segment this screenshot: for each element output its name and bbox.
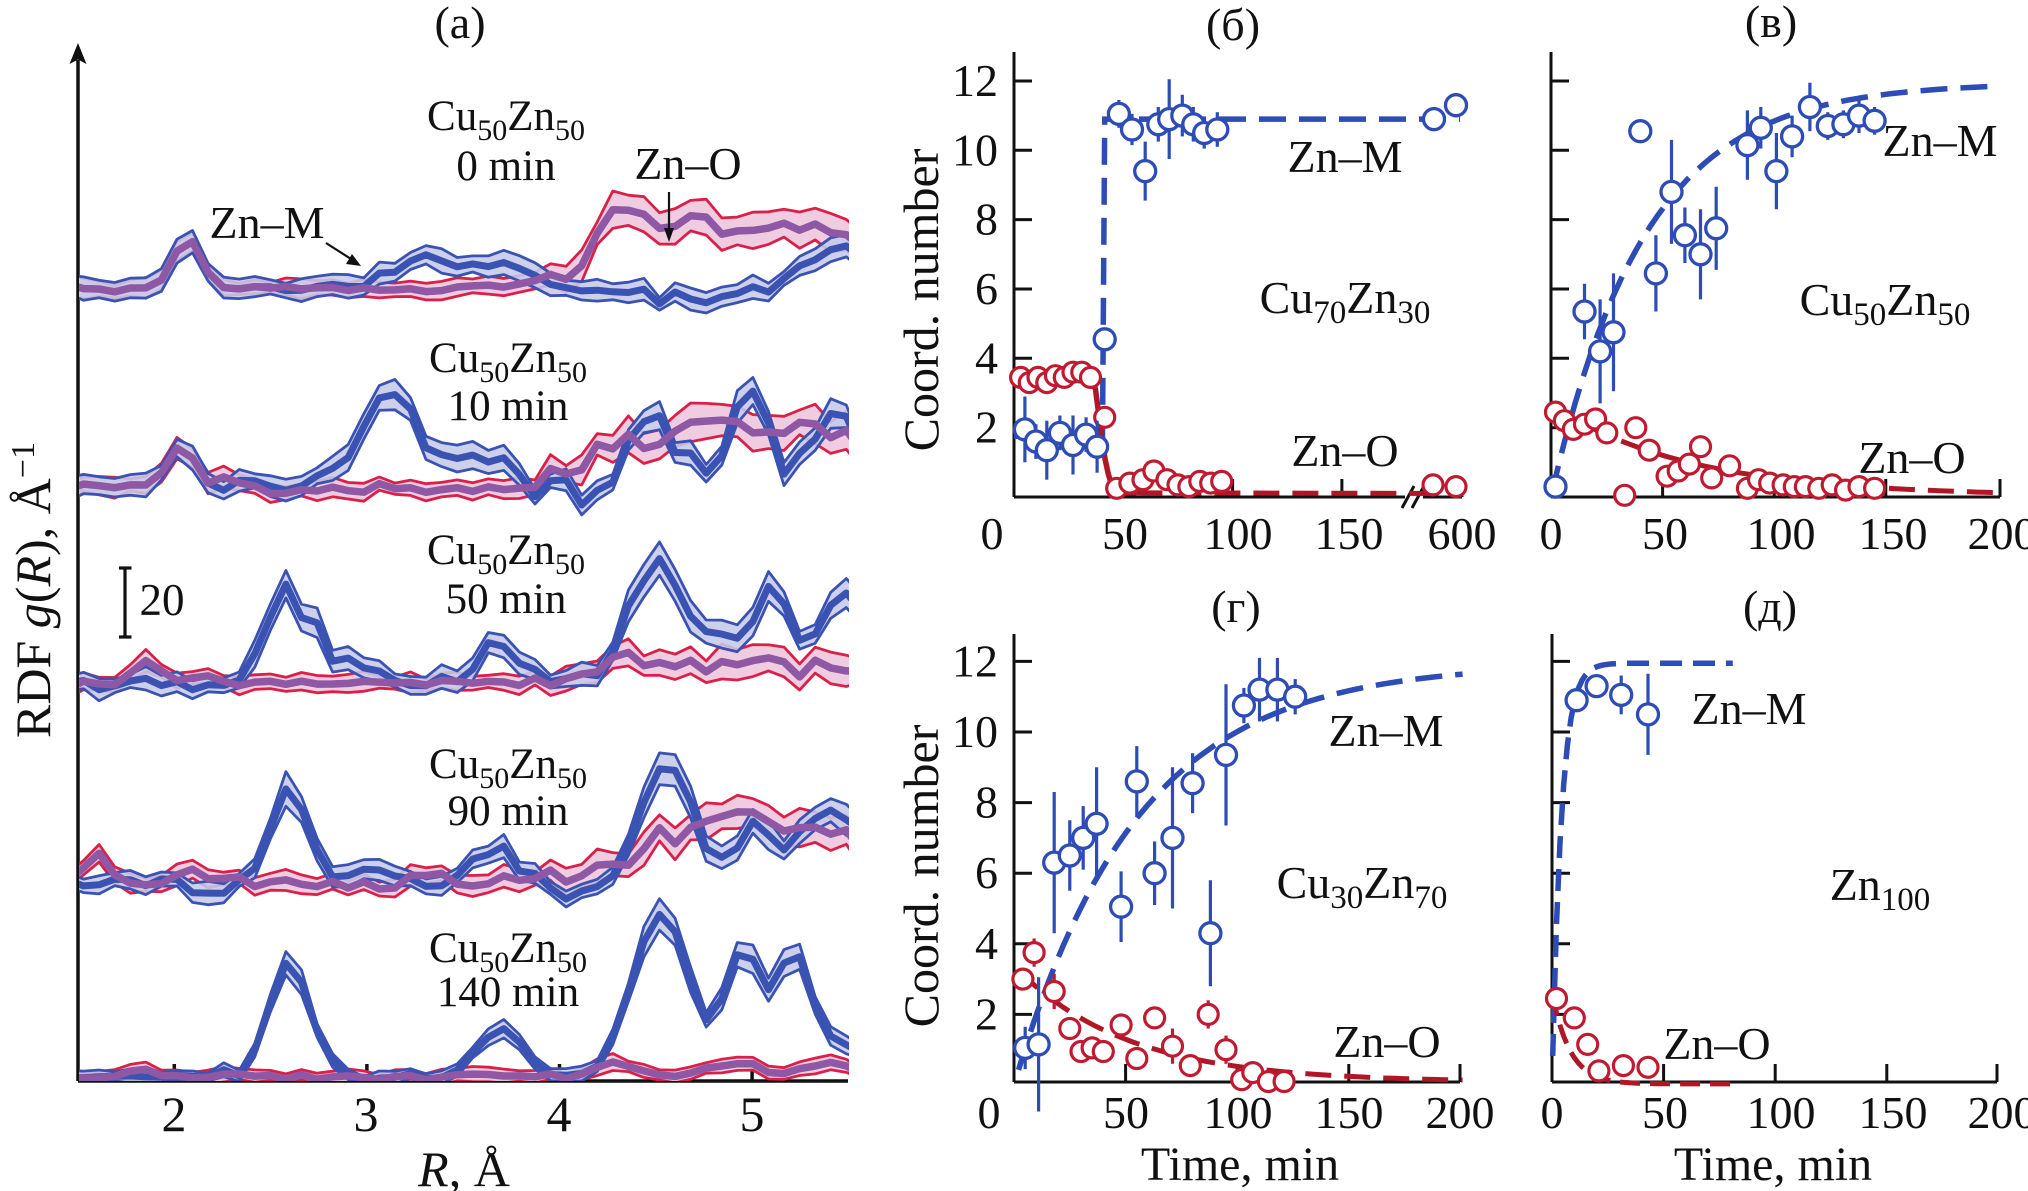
svg-text:8: 8 (975, 777, 998, 828)
svg-text:150: 150 (1315, 1087, 1384, 1138)
svg-text:100: 100 (1204, 1087, 1273, 1138)
svg-text:Zn–O: Zn–O (1291, 425, 1398, 476)
svg-text:R, Å: R, Å (417, 1141, 510, 1191)
svg-text:(г): (г) (1211, 581, 1261, 632)
svg-text:Coord. number: Coord. number (893, 148, 949, 451)
svg-text:0: 0 (1541, 1087, 1564, 1138)
svg-text:10: 10 (952, 706, 998, 757)
svg-text:4: 4 (975, 918, 998, 969)
svg-text:20: 20 (140, 575, 185, 625)
svg-text:Zn–O: Zn–O (1333, 1016, 1440, 1067)
svg-text:50: 50 (1642, 1087, 1688, 1138)
svg-text:2: 2 (975, 402, 998, 453)
svg-text:Zn–M: Zn–M (1692, 683, 1807, 734)
svg-text:6: 6 (975, 847, 998, 898)
svg-text:8: 8 (975, 194, 998, 245)
svg-text:150: 150 (1859, 1087, 1928, 1138)
svg-text:4: 4 (547, 1086, 572, 1142)
svg-text:150: 150 (1859, 508, 1928, 559)
svg-text:50: 50 (1103, 1087, 1149, 1138)
svg-text:Zn–O: Zn–O (634, 138, 741, 189)
svg-text:Cu50Zn50: Cu50Zn50 (1800, 274, 1971, 333)
svg-text:(a): (a) (434, 0, 485, 48)
svg-text:(б): (б) (1206, 0, 1260, 50)
svg-text:Zn–M: Zn–M (210, 197, 325, 248)
svg-text:600: 600 (1428, 508, 1497, 559)
svg-text:50: 50 (1642, 508, 1688, 559)
svg-text:Time, min: Time, min (1141, 1138, 1339, 1191)
svg-text:Coord. number: Coord. number (893, 724, 949, 1027)
svg-text:Zn–O: Zn–O (1663, 1018, 1770, 1069)
svg-text:0: 0 (978, 1087, 1001, 1138)
svg-text:50: 50 (1102, 508, 1148, 559)
svg-text:10 min: 10 min (448, 383, 569, 430)
svg-text:140 min: 140 min (437, 969, 579, 1016)
svg-text:2: 2 (975, 988, 998, 1039)
svg-text:0 min: 0 min (456, 143, 555, 190)
svg-text:12: 12 (952, 635, 998, 686)
svg-text:6: 6 (975, 263, 998, 314)
svg-text:RDF g(R), Å−1: RDF g(R), Å−1 (5, 442, 61, 738)
svg-text:(д): (д) (1743, 581, 1797, 632)
svg-text:200: 200 (1968, 1087, 2028, 1138)
svg-text:(в): (в) (1745, 0, 1797, 47)
svg-text:5: 5 (740, 1086, 765, 1142)
svg-text:Zn–M: Zn–M (1329, 705, 1444, 756)
svg-text:200: 200 (1968, 508, 2028, 559)
svg-text:Zn–M: Zn–M (1288, 131, 1403, 182)
svg-text:Zn–O: Zn–O (1858, 432, 1965, 483)
svg-text:4: 4 (975, 332, 998, 383)
svg-text:50 min: 50 min (446, 576, 567, 623)
svg-text:12: 12 (952, 55, 998, 106)
svg-text:90 min: 90 min (448, 788, 569, 835)
svg-text:100: 100 (1747, 508, 1816, 559)
svg-text:Time, min: Time, min (1674, 1138, 1872, 1191)
svg-text:2: 2 (162, 1086, 187, 1142)
svg-text:10: 10 (952, 124, 998, 175)
svg-text:Zn–M: Zn–M (1883, 115, 1998, 166)
svg-text:150: 150 (1315, 508, 1384, 559)
svg-text:0: 0 (981, 508, 1004, 559)
svg-text:100: 100 (1204, 508, 1273, 559)
svg-text:100: 100 (1747, 1087, 1816, 1138)
svg-text:3: 3 (354, 1086, 379, 1142)
svg-text:0: 0 (1540, 508, 1563, 559)
svg-text:200: 200 (1426, 1087, 1495, 1138)
